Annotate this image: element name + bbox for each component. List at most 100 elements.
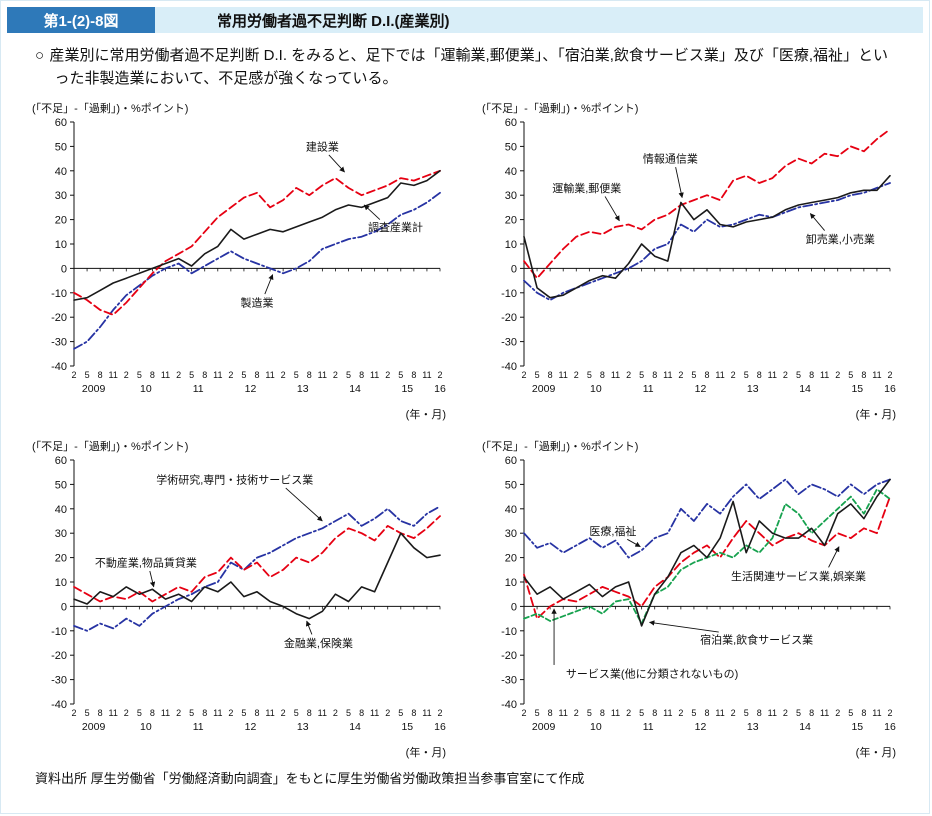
x-tick-label: 2 — [626, 370, 631, 380]
x-tick-label: 8 — [704, 370, 709, 380]
x-tick-label: 5 — [848, 370, 853, 380]
x-tick-label: 8 — [548, 708, 553, 718]
y-axis-label: (「不足」-「過剰」)・%ポイント) — [32, 102, 188, 115]
annotation-leader-line — [285, 487, 323, 522]
x-tick-label: 11 — [820, 370, 829, 380]
x-tick-label: 8 — [548, 370, 553, 380]
x-year-label: 12 — [245, 721, 257, 733]
y-tick-label: 0 — [61, 601, 67, 613]
series-annotation-label: 卸売業,小売業 — [806, 232, 875, 246]
y-axis-label: (「不足」-「過剰」)・%ポイント) — [32, 440, 188, 453]
y-tick-label: 60 — [55, 117, 67, 129]
source-note: 資料出所 厚生労働省「労働経済動向調査」をもとに厚生労働省労働政策担当参事官室に… — [35, 771, 585, 786]
x-tick-label: 8 — [98, 708, 103, 718]
x-tick-label: 2 — [437, 370, 442, 380]
x-tick-label: 2 — [281, 370, 286, 380]
x-tick-label: 2 — [71, 370, 76, 380]
x-year-label: 15 — [851, 721, 863, 733]
x-tick-label: 2 — [887, 370, 892, 380]
x-tick-label: 5 — [346, 708, 351, 718]
x-tick-label: 11 — [213, 708, 222, 718]
y-tick-label: 10 — [55, 577, 67, 589]
x-tick-label: 8 — [411, 708, 416, 718]
annotation-leader-line — [149, 570, 156, 588]
series-annotation-label: 建設業 — [306, 139, 339, 153]
y-axis-label: (「不足」-「過剰」)・%ポイント) — [482, 440, 638, 453]
x-tick-label: 11 — [768, 370, 777, 380]
y-tick-label: 50 — [55, 479, 67, 491]
x-tick-label: 8 — [411, 370, 416, 380]
y-tick-label: 20 — [55, 215, 67, 227]
x-tick-label: 5 — [744, 708, 749, 718]
line-chart: (「不足」-「過剰」)・%ポイント) -40 -30 -20 -10 0 10 20 30 40 5… — [32, 102, 446, 421]
x-year-label: 16 — [884, 383, 896, 395]
x-year-label: 11 — [643, 383, 654, 395]
x-tick-label: 2 — [783, 708, 788, 718]
y-tick-label: -30 — [501, 337, 517, 349]
x-year-label: 12 — [245, 383, 257, 395]
x-tick-label: 5 — [85, 370, 90, 380]
x-year-label: 14 — [349, 383, 361, 395]
x-tick-label: 11 — [663, 370, 672, 380]
annotation-leader-line — [649, 620, 719, 633]
x-tick-label: 11 — [715, 708, 724, 718]
x-tick-label: 2 — [835, 370, 840, 380]
figure-header: 第1-(2)-8図 常用労働者過不足判断 D.I.(産業別) — [7, 7, 923, 33]
y-tick-label: 30 — [55, 528, 67, 540]
x-tick-label: 5 — [241, 370, 246, 380]
bullet-marker: ○ — [35, 47, 45, 64]
chart-panel-medical-liferelated-accommodation-services: (「不足」-「過剰」)・%ポイント) -40 -30 -20 -10 0 10 20 30 40 5… — [480, 438, 900, 760]
x-axis-unit-label: (年・月) — [406, 407, 446, 421]
x-tick-label: 11 — [611, 370, 620, 380]
x-year-label: 13 — [747, 383, 759, 395]
line-chart: (「不足」-「過剰」)・%ポイント) -40 -30 -20 -10 0 10 20 30 40 5… — [482, 440, 896, 759]
annotation-leader-line — [305, 620, 313, 635]
y-tick-label: -30 — [51, 337, 67, 349]
x-tick-label: 11 — [872, 708, 881, 718]
y-tick-label: -40 — [51, 361, 67, 373]
x-tick-label: 2 — [124, 370, 129, 380]
x-tick-label: 5 — [346, 370, 351, 380]
x-tick-label: 11 — [213, 370, 222, 380]
y-tick-label: -30 — [51, 675, 67, 687]
x-year-label: 16 — [434, 721, 446, 733]
x-tick-label: 5 — [587, 708, 592, 718]
y-tick-label: -30 — [501, 675, 517, 687]
series-finance-insurance — [73, 532, 441, 620]
figure-number-label: 第1-(2)-8図 — [7, 7, 155, 33]
x-tick-label: 8 — [809, 708, 814, 718]
x-year-label: 2009 — [532, 721, 556, 733]
y-tick-label: 10 — [505, 239, 517, 251]
x-tick-label: 2 — [385, 370, 390, 380]
y-tick-label: -20 — [501, 312, 517, 324]
x-tick-label: 8 — [600, 370, 605, 380]
y-tick-label: -10 — [51, 288, 67, 300]
x-year-label: 15 — [401, 721, 413, 733]
series-information-communications — [523, 174, 891, 299]
series-annotation-label: 製造業 — [241, 296, 274, 310]
y-tick-label: 20 — [505, 553, 517, 565]
series-annotation-label: 不動産業,物品賃貸業 — [95, 555, 197, 569]
x-tick-label: 2 — [176, 370, 181, 380]
x-tick-label: 11 — [715, 370, 724, 380]
x-tick-label: 8 — [861, 708, 866, 718]
x-tick-label: 11 — [559, 370, 568, 380]
y-tick-label: -20 — [51, 312, 67, 324]
x-tick-label: 5 — [294, 708, 299, 718]
x-tick-label: 11 — [611, 708, 620, 718]
x-tick-label: 2 — [731, 370, 736, 380]
x-axis-unit-label: (年・月) — [406, 745, 446, 759]
x-tick-label: 8 — [307, 708, 312, 718]
x-tick-label: 2 — [574, 708, 579, 718]
annotation-leader-line — [264, 274, 274, 295]
x-axis-unit-label: (年・月) — [856, 407, 896, 421]
series-manufacturing — [73, 191, 441, 350]
x-tick-label: 2 — [228, 370, 233, 380]
x-tick-label: 11 — [768, 708, 777, 718]
x-tick-label: 11 — [265, 370, 274, 380]
x-tick-label: 2 — [333, 708, 338, 718]
x-tick-label: 5 — [691, 708, 696, 718]
series-wholesale-retail — [523, 182, 891, 302]
x-year-label: 13 — [297, 721, 309, 733]
series-medical-welfare — [523, 478, 891, 559]
